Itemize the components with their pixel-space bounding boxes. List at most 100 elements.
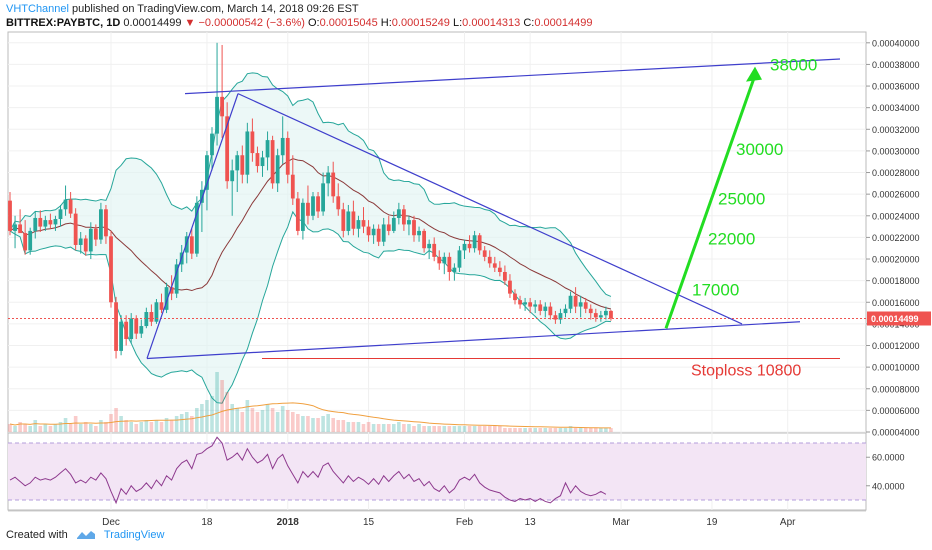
volume-bar bbox=[119, 416, 123, 432]
candle-body bbox=[356, 220, 361, 229]
candle-body bbox=[326, 172, 331, 184]
candle-body bbox=[513, 293, 517, 301]
candle-body bbox=[336, 196, 341, 210]
lower-trendline bbox=[146, 321, 801, 360]
tradingview-brand[interactable]: TradingView bbox=[103, 529, 165, 541]
volume-bar bbox=[114, 408, 118, 432]
candle-body bbox=[361, 220, 366, 227]
candle-body bbox=[412, 220, 416, 236]
volume-bar bbox=[225, 392, 229, 432]
open-label: O: bbox=[307, 17, 320, 29]
candle-body bbox=[38, 217, 43, 227]
volume-bar bbox=[558, 428, 563, 432]
candle-body bbox=[159, 302, 164, 310]
candle-body bbox=[351, 211, 356, 229]
impulse-leg-line bbox=[146, 93, 239, 359]
volume-bar bbox=[417, 424, 421, 432]
candle-body bbox=[265, 140, 270, 158]
candle-body bbox=[583, 302, 588, 309]
price-tick-label: 0.00032000 bbox=[872, 125, 920, 135]
price-tick-label: 0.00018000 bbox=[872, 276, 920, 286]
upper-channel-line bbox=[184, 58, 841, 95]
high-value: 0.00015249 bbox=[391, 17, 450, 29]
candle-body bbox=[189, 236, 194, 254]
rsi-line bbox=[9, 436, 607, 505]
volume-bar bbox=[280, 406, 285, 432]
price-tick-label: 0.00036000 bbox=[872, 82, 920, 92]
candle-body bbox=[563, 308, 568, 314]
volume-bar bbox=[94, 426, 98, 432]
candle-body bbox=[109, 236, 113, 303]
candle-body bbox=[144, 312, 149, 327]
volume-bar bbox=[341, 420, 346, 432]
candle-body bbox=[164, 287, 169, 310]
candlesticks bbox=[8, 42, 613, 359]
price-tick-label: 0.00004000 bbox=[872, 428, 920, 438]
candle-body bbox=[573, 295, 578, 307]
volume-bar bbox=[528, 428, 532, 432]
candle-body bbox=[598, 315, 603, 318]
volume-bar bbox=[28, 426, 32, 432]
volume-bar bbox=[154, 420, 159, 432]
candle-body bbox=[58, 209, 63, 220]
candle-body bbox=[452, 267, 457, 272]
author-link[interactable]: VHTChannel bbox=[6, 3, 69, 15]
high-label: H: bbox=[380, 17, 392, 29]
volume-bar bbox=[169, 420, 174, 432]
candle-body bbox=[316, 196, 320, 212]
volume-bar bbox=[442, 426, 447, 432]
candle-body bbox=[578, 302, 583, 307]
target-annotation: 22000 bbox=[708, 230, 755, 249]
volume-bar bbox=[472, 426, 477, 432]
ohlc-line: BITTREX:PAYBTC, 1D 0.00014499 ▼ −0.00000… bbox=[6, 16, 592, 30]
volume-bar bbox=[437, 426, 442, 432]
volume-bar bbox=[195, 408, 199, 432]
volume-bar bbox=[311, 418, 315, 432]
rsi-pane bbox=[8, 436, 866, 505]
time-tick-label: 13 bbox=[525, 517, 537, 528]
volume-bar bbox=[351, 422, 356, 432]
volume-bar bbox=[366, 422, 371, 432]
volume-bar bbox=[523, 428, 527, 432]
time-tick-label: 2018 bbox=[277, 517, 300, 528]
candle-body bbox=[53, 219, 58, 225]
volume-bars bbox=[8, 372, 613, 432]
candle-body bbox=[220, 96, 224, 117]
candle-body bbox=[200, 189, 204, 203]
candle-body bbox=[568, 295, 573, 309]
candle-body bbox=[422, 230, 426, 249]
volume-bar bbox=[477, 426, 482, 432]
price-tick-label: 0.00020000 bbox=[872, 255, 920, 265]
volume-bar bbox=[462, 426, 467, 432]
candle-body bbox=[518, 300, 522, 305]
volume-bar bbox=[58, 422, 63, 432]
candle-body bbox=[341, 209, 346, 231]
candle-body bbox=[346, 211, 351, 231]
volume-bar bbox=[361, 424, 366, 432]
volume-bar bbox=[245, 400, 250, 432]
volume-bar bbox=[412, 426, 416, 432]
volume-bar bbox=[83, 422, 88, 432]
volume-bar bbox=[255, 412, 260, 432]
volume-bar bbox=[129, 422, 133, 432]
candle-body bbox=[68, 199, 73, 214]
rsi-tick-label: 40.0000 bbox=[872, 481, 905, 491]
volume-bar bbox=[518, 428, 522, 432]
volume-bar bbox=[104, 422, 108, 432]
last-price: 0.00014499 bbox=[123, 17, 182, 29]
candle-body bbox=[331, 172, 336, 197]
volume-bar bbox=[533, 428, 537, 432]
price-tick-label: 0.00038000 bbox=[872, 60, 920, 70]
bollinger-upper bbox=[9, 72, 612, 297]
candle-body bbox=[124, 321, 129, 340]
candle-body bbox=[593, 313, 598, 318]
candle-body bbox=[48, 220, 53, 225]
candle-body bbox=[230, 170, 235, 182]
volume-bar bbox=[331, 418, 335, 432]
chart-header: VHTChannel published on TradingView.com,… bbox=[6, 2, 592, 30]
volume-bar bbox=[275, 412, 280, 432]
price-tick-label: 0.00022000 bbox=[872, 233, 920, 243]
candle-body bbox=[548, 306, 553, 316]
candle-body bbox=[225, 116, 230, 182]
